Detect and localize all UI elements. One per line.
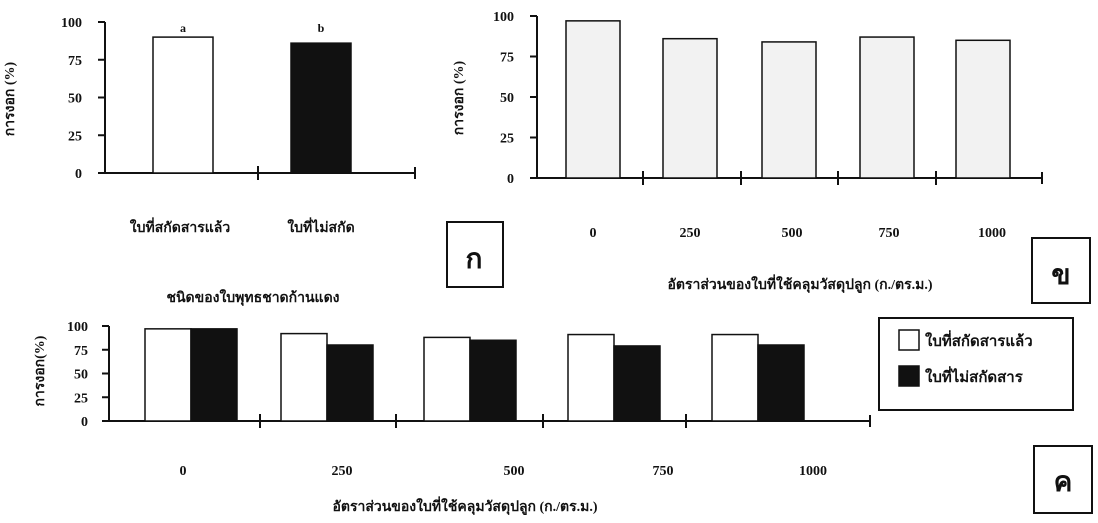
legend-label-2: ใบที่ไม่สกัดสาร: [925, 366, 1024, 386]
y-tick-label: 75: [500, 51, 514, 66]
bar-4: [955, 39, 1011, 179]
bar-series-2-1000: [757, 344, 805, 422]
bar-series-2-750: [613, 345, 661, 422]
x-axis-label: อัตราส่วนของใบที่ใช้คลุมวัสดุปลูก (ก./ตร…: [667, 274, 932, 293]
x-tick-label: 1000: [978, 226, 1006, 241]
panel-label-box: [1031, 237, 1091, 304]
y-tick-label: 50: [500, 91, 514, 106]
x-tick-label: 250: [332, 464, 353, 479]
panel-label: ก: [466, 244, 483, 275]
x-axis-label: อัตราส่วนของใบที่ใช้คลุมวัสดุปลูก (ก./ตร…: [332, 496, 597, 515]
bar-annotation: a: [180, 21, 186, 35]
chart-panel-3: 0 25 50 75 100 การงอก(%) 0 250 500 750 1000 อัตราส่…: [33, 317, 1093, 515]
y-tick-label: 0: [81, 415, 88, 430]
y-tick-label: 0: [507, 172, 514, 187]
bar-series-2-250: [326, 344, 374, 422]
x-tick-label: ใบที่ไม่สกัด: [287, 217, 354, 236]
x-tick-label: ใบที่สกัดสารแล้ว: [130, 217, 231, 236]
panel-label-box: [1033, 445, 1093, 514]
panel-label: ข: [1051, 260, 1070, 291]
chart-panel-2: 0 25 50 75 100 การงอก (%) 0 250 500 750 1000 อัตราส…: [452, 10, 1091, 304]
bar-series-2-500: [469, 339, 517, 422]
bar-annotation: b: [318, 21, 325, 35]
bar-1: [662, 37, 718, 179]
bar-series-2-0: [190, 328, 238, 422]
x-tick-label: 250: [680, 226, 701, 241]
y-tick-label: 25: [74, 391, 88, 406]
bar-series-1-250: [280, 332, 328, 422]
y-axis-label: การงอก (%): [3, 61, 18, 136]
x-tick-label: 500: [782, 226, 803, 241]
y-tick-label: 75: [68, 54, 82, 69]
bar-0: [152, 36, 214, 174]
y-tick-label: 100: [61, 16, 82, 31]
bar-series-1-750: [567, 333, 615, 422]
legend-label-1: ใบที่สกัดสารแล้ว: [925, 330, 1033, 350]
y-tick-label: 25: [500, 132, 514, 147]
x-tick-label: 750: [653, 464, 674, 479]
y-tick-label: 0: [75, 167, 82, 182]
bar-1: [290, 42, 352, 174]
y-tick-label: 75: [74, 344, 88, 359]
y-tick-label: 100: [493, 10, 514, 25]
legend-swatch-1: [898, 329, 920, 351]
y-tick-label: 100: [67, 320, 88, 335]
bar-series-1-1000: [711, 333, 759, 422]
x-tick-label: 750: [879, 226, 900, 241]
legend-swatch-2: [898, 365, 920, 387]
y-axis-label: การงอก(%): [33, 335, 48, 406]
chart-panel-1: 0 25 50 75 100 การงอก (%) a b ใบที่สกัดสารแล้ว ใบ…: [3, 16, 504, 306]
bar-series-1-500: [423, 336, 471, 422]
x-tick-label: 1000: [799, 464, 827, 479]
x-axis-label: ชนิดของใบพุทธชาดก้านแดง: [166, 288, 339, 306]
bar-series-1-0: [144, 328, 192, 422]
panel-label-box: [446, 221, 504, 288]
x-tick-label: 500: [504, 464, 525, 479]
bar-0: [565, 20, 621, 179]
y-tick-label: 25: [68, 129, 82, 144]
y-tick-label: 50: [68, 92, 82, 107]
y-tick-label: 50: [74, 368, 88, 383]
panel-label: ค: [1054, 467, 1073, 498]
x-tick-label: 0: [590, 226, 597, 241]
bar-2: [761, 41, 817, 179]
x-tick-label: 0: [180, 464, 187, 479]
y-axis-label: การงอก (%): [452, 60, 467, 135]
bar-3: [859, 36, 915, 179]
